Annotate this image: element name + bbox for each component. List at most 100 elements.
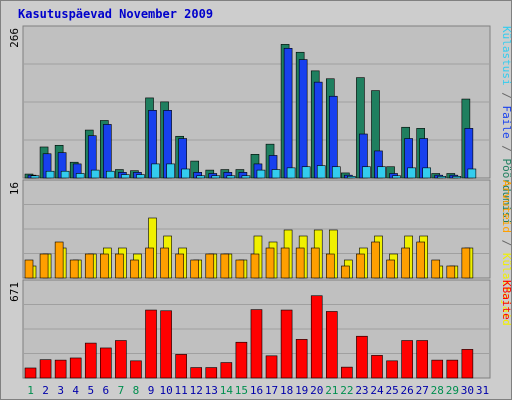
- x-tick-label-15: 15: [235, 384, 248, 397]
- x-tick-label-9: 9: [148, 384, 155, 397]
- bar-top-külastusi-29: [452, 176, 462, 179]
- bar-top-külastusi-6: [106, 170, 115, 179]
- bar-top-külastusi-27: [422, 167, 431, 179]
- x-tick-label-8: 8: [133, 384, 140, 397]
- x-tick-label-25: 25: [385, 384, 398, 397]
- bar-bottom-kbaite-24: [371, 355, 383, 379]
- legend-entry: Pöördumisi: [500, 158, 512, 224]
- bar-bottom-kbaite-15: [235, 341, 248, 379]
- bar-top-külastusi-13: [211, 175, 221, 179]
- bar-bottom-kbaite-28: [431, 359, 444, 379]
- x-tick-label-18: 18: [280, 384, 293, 397]
- bar-top-külastusi-7: [121, 174, 130, 179]
- bar-bottom-kbaite-19: [295, 339, 308, 379]
- bar-middle-arvuteid-16: [250, 253, 260, 279]
- bar-bottom-kbaite-17: [265, 355, 278, 379]
- bar-top-külastusi-20: [316, 165, 326, 179]
- bar-top-külastusi-8: [136, 174, 145, 179]
- bar-middle-arvuteid-11: [175, 253, 184, 279]
- bar-bottom-kbaite-30: [461, 349, 474, 379]
- bar-top-külastusi-15: [241, 175, 251, 179]
- bar-middle-arvuteid-27: [416, 241, 425, 279]
- bar-top-külastusi-11: [181, 168, 190, 179]
- x-tick-label-21: 21: [325, 384, 338, 397]
- bar-middle-arvuteid-9: [145, 247, 154, 279]
- bar-bottom-kbaite-14: [220, 362, 233, 379]
- legend-separator: /: [500, 86, 512, 106]
- bar-bottom-kbaite-20: [310, 295, 323, 379]
- bar-top-faile-19: [298, 59, 308, 179]
- x-tick-label-2: 2: [42, 384, 49, 397]
- bar-middle-arvuteid-17: [265, 247, 275, 279]
- x-tick-label-29: 29: [446, 384, 459, 397]
- bar-bottom-kbaite-25: [386, 360, 398, 379]
- x-tick-label-11: 11: [175, 384, 188, 397]
- x-tick-label-5: 5: [87, 384, 94, 397]
- bar-bottom-kbaite-11: [175, 354, 187, 379]
- bar-top-külastusi-30: [467, 168, 477, 179]
- bar-middle-arvuteid-29: [446, 265, 456, 279]
- bar-bottom-kbaite-8: [130, 360, 142, 379]
- bar-middle-arvuteid-15: [235, 259, 245, 279]
- bar-middle-arvuteid-18: [280, 247, 290, 279]
- bar-middle-arvuteid-2: [39, 253, 49, 279]
- bar-top-külastusi-17: [271, 169, 281, 179]
- bar-top-külastusi-22: [347, 176, 356, 179]
- x-tick-label-28: 28: [431, 384, 444, 397]
- bar-bottom-kbaite-13: [205, 367, 218, 379]
- bar-middle-arvuteid-26: [401, 247, 410, 279]
- bar-middle-arvuteid-30: [461, 247, 471, 279]
- bar-middle-arvuteid-6: [100, 253, 109, 279]
- bar-middle-arvuteid-23: [356, 253, 365, 279]
- bar-middle-arvuteid-28: [431, 259, 441, 279]
- bar-top-külastusi-24: [377, 166, 386, 179]
- bar-middle-arvuteid-8: [130, 259, 139, 279]
- bar-bottom-kbaite-3: [54, 359, 67, 379]
- x-tick-label-30: 30: [461, 384, 474, 397]
- y-max-label-top: 266: [8, 28, 21, 48]
- bar-top-faile-18: [283, 48, 293, 179]
- bar-middle-arvuteid-25: [386, 259, 395, 279]
- x-tick-label-22: 22: [340, 384, 353, 397]
- legend-entry: KBaite: [500, 280, 512, 320]
- x-tick-label-1: 1: [27, 384, 34, 397]
- bar-bottom-kbaite-9: [145, 309, 157, 379]
- bar-middle-arvuteid-3: [54, 241, 64, 279]
- bar-top-külastusi-14: [226, 175, 236, 179]
- legend-middle: Arvuteid / Külastajaid: [500, 180, 512, 326]
- x-tick-label-27: 27: [416, 384, 429, 397]
- x-tick-label-13: 13: [205, 384, 218, 397]
- bar-top-külastusi-4: [75, 173, 85, 179]
- legend-entry: Faile: [500, 105, 512, 138]
- x-tick-label-14: 14: [220, 384, 234, 397]
- x-tick-label-4: 4: [72, 384, 79, 397]
- legend-top: Külastusi / Faile / Pöördumisi: [500, 26, 512, 225]
- bar-middle-arvuteid-4: [69, 259, 79, 279]
- bar-middle-arvuteid-22: [341, 265, 350, 279]
- bar-bottom-kbaite-6: [100, 347, 112, 379]
- bar-bottom-kbaite-18: [280, 309, 293, 379]
- x-tick-label-19: 19: [295, 384, 308, 397]
- bar-bottom-kbaite-27: [416, 340, 428, 379]
- x-tick-label-20: 20: [310, 384, 323, 397]
- x-tick-label-7: 7: [118, 384, 125, 397]
- x-tick-label-16: 16: [250, 384, 263, 397]
- bar-middle-arvuteid-13: [205, 253, 215, 279]
- bar-middle-arvuteid-20: [310, 247, 320, 279]
- bar-top-külastusi-10: [166, 163, 175, 179]
- bar-top-külastusi-23: [362, 166, 371, 179]
- x-tick-label-10: 10: [159, 384, 172, 397]
- legend-separator: /: [500, 139, 512, 159]
- bar-top-külastusi-1: [30, 175, 40, 179]
- chart-title: Kasutuspäevad November 2009: [18, 7, 214, 21]
- bar-top-külastusi-9: [151, 163, 160, 179]
- legend-bottom: KBaite: [500, 280, 512, 320]
- bar-bottom-kbaite-29: [446, 359, 459, 379]
- bar-bottom-kbaite-26: [401, 340, 413, 379]
- bar-bottom-kbaite-7: [115, 340, 127, 379]
- x-tick-label-12: 12: [190, 384, 203, 397]
- bar-top-külastusi-3: [60, 170, 70, 179]
- bar-bottom-kbaite-22: [341, 366, 353, 379]
- x-tick-label-26: 26: [401, 384, 414, 397]
